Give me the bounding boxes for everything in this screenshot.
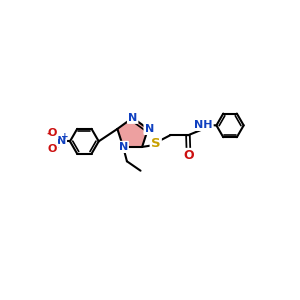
Text: O: O bbox=[183, 149, 194, 162]
Text: O: O bbox=[48, 128, 57, 138]
Polygon shape bbox=[117, 118, 148, 147]
Text: N: N bbox=[57, 136, 66, 146]
Text: N: N bbox=[118, 142, 128, 152]
Text: S: S bbox=[151, 137, 160, 151]
Text: NH: NH bbox=[194, 120, 213, 130]
Text: -: - bbox=[46, 128, 50, 138]
Text: +: + bbox=[61, 132, 68, 141]
Text: N: N bbox=[128, 113, 137, 123]
Text: N: N bbox=[145, 124, 154, 134]
Text: O: O bbox=[48, 144, 57, 154]
